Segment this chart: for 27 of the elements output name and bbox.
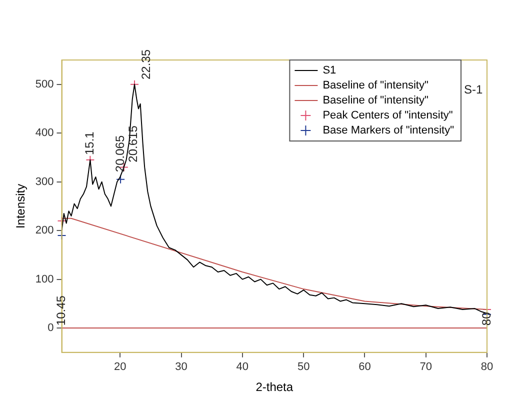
- y-tick-label: 200: [35, 224, 54, 237]
- legend-label: S1: [322, 64, 336, 77]
- y-tick-label: 0: [48, 322, 54, 334]
- annotation: 15.1: [82, 131, 96, 156]
- y-axis-title: Intensity: [14, 184, 28, 229]
- annotation: 20.065: [112, 135, 127, 172]
- y-tick-label: 300: [35, 176, 54, 188]
- x-tick-label: 50: [297, 361, 310, 374]
- x-tick-label: 30: [175, 361, 188, 374]
- x-tick-label: 20: [114, 361, 126, 374]
- x-tick-label: 70: [420, 361, 432, 374]
- y-tick-label: 500: [35, 78, 54, 90]
- annotation: 20.615: [126, 125, 140, 162]
- x-tick-label: 40: [236, 361, 249, 374]
- annotation: 22.35: [138, 49, 153, 80]
- x-axis-title: 2-theta: [256, 380, 294, 394]
- annotation: 10.45: [54, 295, 68, 326]
- legend-label: Peak Centers of "intensity": [322, 110, 453, 122]
- y-tick-label: 400: [35, 127, 54, 140]
- x-tick-label: 60: [358, 361, 371, 374]
- legend-label: Baseline of "intensity": [322, 94, 428, 107]
- y-tick-label: 100: [35, 273, 54, 286]
- annotation: S-1: [464, 82, 483, 96]
- legend-label: Base Markers of "intensity": [322, 124, 454, 137]
- x-tick-label: 80: [480, 361, 494, 374]
- legend-label: Baseline of "intensity": [322, 80, 428, 92]
- annotation: 80: [479, 312, 494, 326]
